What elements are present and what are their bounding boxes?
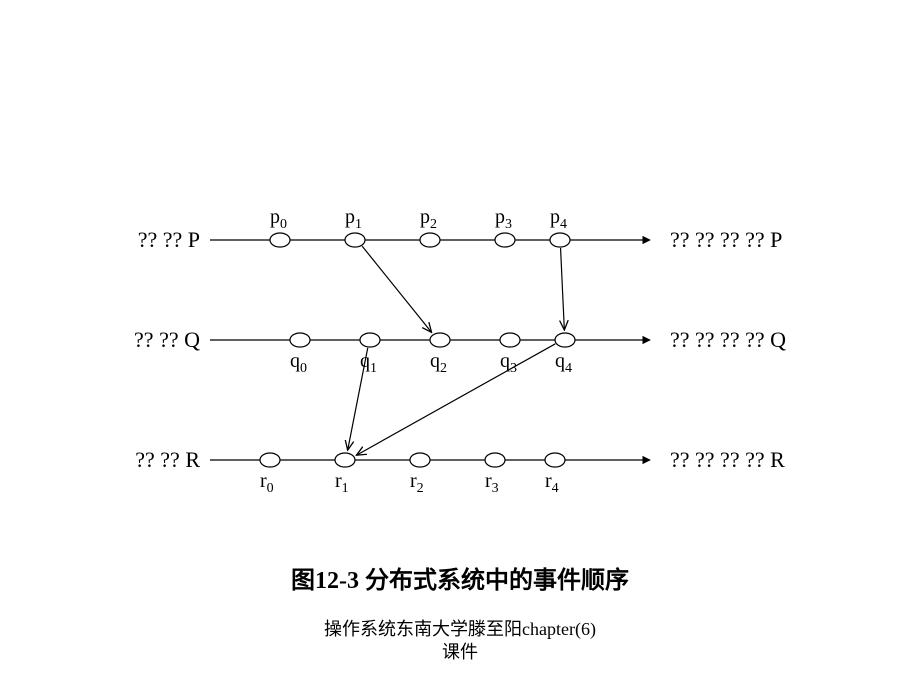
- figure-caption: 图12-3 分布式系统中的事件顺序: [0, 560, 920, 595]
- diagram-container: { "layout": { "width": 920, "height": 69…: [0, 0, 920, 690]
- process-left-label-Q: ?? ?? Q: [110, 327, 200, 353]
- event-label-r1: r1: [335, 470, 349, 497]
- event-label-r2: r2: [410, 470, 424, 497]
- message-arrow: [362, 246, 431, 332]
- event-label-p2: p2: [420, 206, 437, 233]
- event-label-q2: q2: [430, 350, 447, 377]
- event-label-q4: q4: [555, 350, 572, 377]
- process-left-label-R: ?? ?? R: [110, 447, 200, 473]
- event-label-q0: q0: [290, 350, 307, 377]
- figure-subcaption-2: 课件: [0, 638, 920, 664]
- message-arrow: [356, 344, 555, 455]
- process-right-label-Q: ?? ?? ?? ?? Q: [670, 327, 786, 353]
- process-left-label-P: ?? ?? P: [110, 227, 200, 253]
- event-label-r3: r3: [485, 470, 499, 497]
- event-label-r4: r4: [545, 470, 559, 497]
- event-label-q1: q1: [360, 350, 377, 377]
- event-label-q3: q3: [500, 350, 517, 377]
- event-label-r0: r0: [260, 470, 274, 497]
- process-right-label-P: ?? ?? ?? ?? P: [670, 227, 782, 253]
- message-arrow: [561, 248, 565, 330]
- event-label-p1: p1: [345, 206, 362, 233]
- event-label-p0: p0: [270, 206, 287, 233]
- event-label-p3: p3: [495, 206, 512, 233]
- process-right-label-R: ?? ?? ?? ?? R: [670, 447, 785, 473]
- event-label-p4: p4: [550, 206, 567, 233]
